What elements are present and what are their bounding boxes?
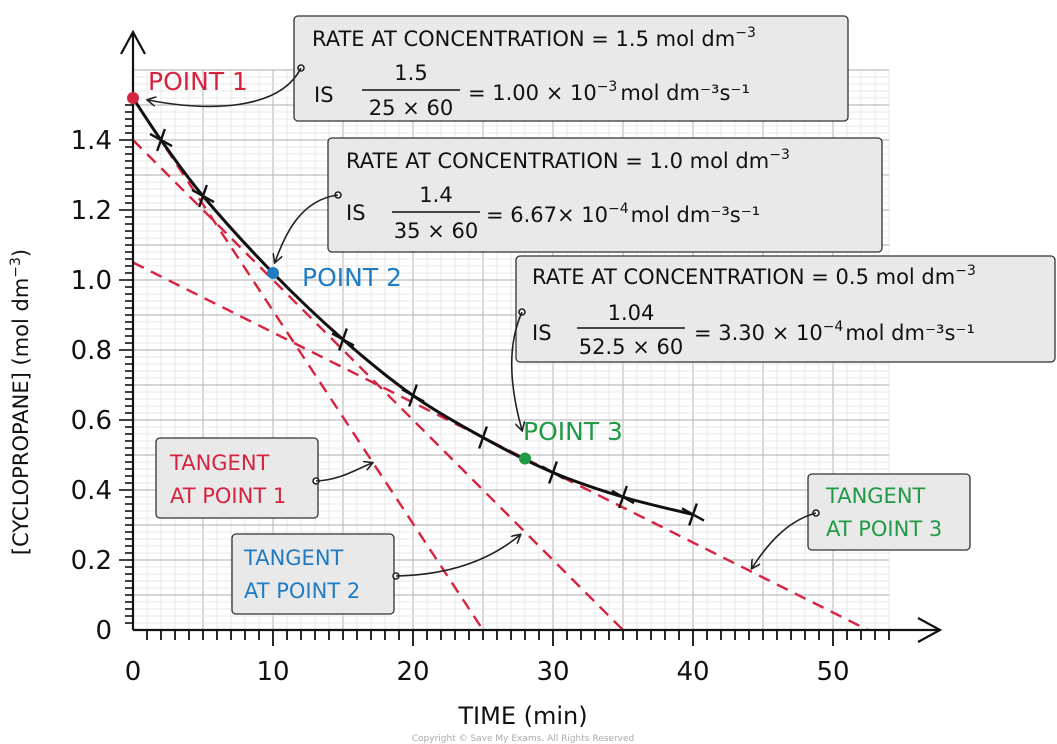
svg-text:RATE AT CONCENTRATION = 0.5: RATE AT CONCENTRATION = 0.5 mol dm−3 <box>532 263 976 289</box>
svg-text:AT POINT 3: AT POINT 3 <box>826 517 942 541</box>
rate-box-1: RATE AT CONCENTRATION = 1.5 mol dm−3 IS … <box>293 15 849 122</box>
tangent-line-1 <box>131 97 485 631</box>
point-1-marker <box>127 92 139 104</box>
y-axis-label: [CYCLOPROPANE] (mol dm−3) <box>8 249 33 555</box>
y-tick-label: 1.4 <box>71 126 112 156</box>
rate-box-3: RATE AT CONCENTRATION = 0.5 mol dm−3 IS … <box>515 255 1056 363</box>
measurement-marks <box>149 128 705 526</box>
measurement-mark <box>401 384 425 407</box>
svg-text:AT POINT 2: AT POINT 2 <box>244 579 360 603</box>
x-tick-label: 50 <box>816 657 849 687</box>
axes: 0 10 20 30 40 50 0 0.2 0.4 0.6 0.8 1.0 1.2 1.4 <box>71 29 943 687</box>
rate-box-2: RATE AT CONCENTRATION = 1.0 mol dm−3 IS … <box>327 137 883 253</box>
measurement-mark <box>541 461 565 484</box>
x-tick-label: 30 <box>536 657 569 687</box>
svg-text:IS: IS <box>532 321 552 345</box>
svg-text:1.04: 1.04 <box>608 301 655 325</box>
svg-text:52.5 × 60: 52.5 × 60 <box>579 335 683 359</box>
point-3-marker <box>519 452 531 465</box>
svg-text:1.5: 1.5 <box>394 61 427 85</box>
x-tick-label: 20 <box>396 657 429 687</box>
svg-text:AT POINT 1: AT POINT 1 <box>170 484 286 508</box>
x-axis-arrow <box>917 617 943 643</box>
y-tick-label: 0.2 <box>71 546 112 576</box>
svg-text:= 3.30 × 10−4mol dm⁻³s⁻¹: = 3.30 × 10−4mol dm⁻³s⁻¹ <box>694 319 975 345</box>
measurement-mark <box>191 184 215 208</box>
point-2-marker <box>267 267 279 279</box>
svg-text:1.4: 1.4 <box>419 183 452 207</box>
concentration-curve <box>131 97 694 516</box>
point-3-label: POINT 3 <box>523 417 623 446</box>
measurement-mark <box>149 128 173 152</box>
tangent-1-box: TANGENT AT POINT 1 <box>155 437 319 519</box>
svg-text:TANGENT: TANGENT <box>825 484 926 508</box>
x-tick-label: 40 <box>676 657 709 687</box>
y-tick-label: 1.0 <box>71 266 112 296</box>
y-tick-label: 0.6 <box>71 406 112 436</box>
copyright-notice: Copyright © Save My Exams. All Rights Re… <box>412 734 634 744</box>
svg-text:35 × 60: 35 × 60 <box>394 219 478 243</box>
svg-text:TANGENT: TANGENT <box>169 451 270 475</box>
y-tick-label: 0 <box>95 616 112 646</box>
tangent-2-box: TANGENT AT POINT 2 <box>231 533 395 615</box>
y-axis-arrow <box>120 29 146 55</box>
x-axis-label: TIME (min) <box>457 702 587 730</box>
svg-text:IS: IS <box>314 83 334 107</box>
svg-text:RATE AT CONCENTRATION = 1.0: RATE AT CONCENTRATION = 1.0 mol dm−3 <box>346 147 790 173</box>
x-tick-label: 10 <box>256 657 289 687</box>
curve-line <box>131 97 694 516</box>
tangent-line-2 <box>132 139 624 631</box>
callout-arrows <box>148 64 820 580</box>
svg-text:IS: IS <box>346 201 366 225</box>
x-tick-label: 0 <box>125 657 142 687</box>
svg-text:TANGENT: TANGENT <box>243 546 344 570</box>
tangent-3-box: TANGENT AT POINT 3 <box>807 473 971 551</box>
measurement-mark <box>681 503 705 526</box>
svg-text:25 × 60: 25 × 60 <box>369 96 453 120</box>
point-1-label: POINT 1 <box>148 67 248 96</box>
svg-text:= 6.67× 10−4mol dm⁻³s⁻¹: = 6.67× 10−4mol dm⁻³s⁻¹ <box>486 201 760 227</box>
point-2-label: POINT 2 <box>302 263 402 292</box>
measurement-mark <box>471 426 495 449</box>
measurement-mark <box>331 328 355 351</box>
y-tick-label: 0.4 <box>71 476 112 506</box>
y-tick-label: 1.2 <box>71 196 112 226</box>
highlighted-points <box>127 92 531 465</box>
y-tick-label: 0.8 <box>71 336 112 366</box>
svg-text:RATE AT CONCENTRATION = 1.5: RATE AT CONCENTRATION = 1.5 mol dm−3 <box>312 25 756 51</box>
measurement-mark <box>611 485 635 509</box>
